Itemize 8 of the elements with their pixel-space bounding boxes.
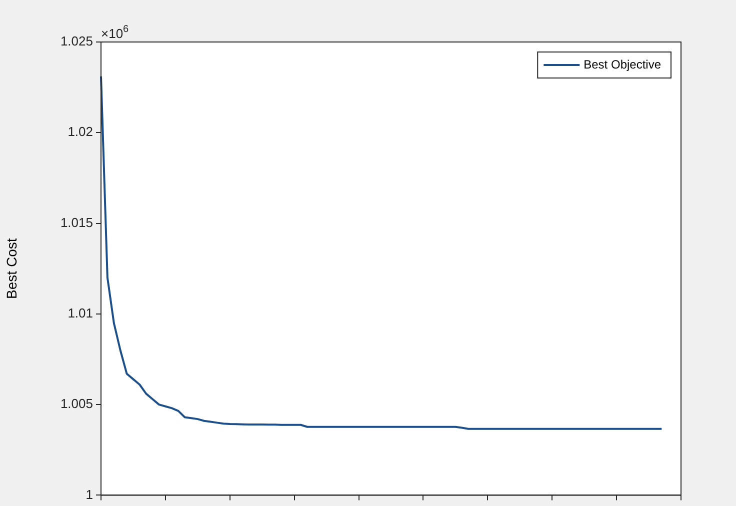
- y-tick-label: 1: [86, 486, 93, 502]
- y-tick-label: 1.02: [68, 124, 93, 140]
- y-tick-label: 1.015: [60, 214, 93, 230]
- y-tick-label: 1.025: [60, 34, 93, 49]
- y-tick-label: 1.01: [68, 306, 93, 320]
- legend-label: Best Objective: [584, 57, 662, 72]
- y-axis-title: Best Cost: [3, 238, 20, 299]
- y-tick-label: 1.005: [60, 396, 93, 412]
